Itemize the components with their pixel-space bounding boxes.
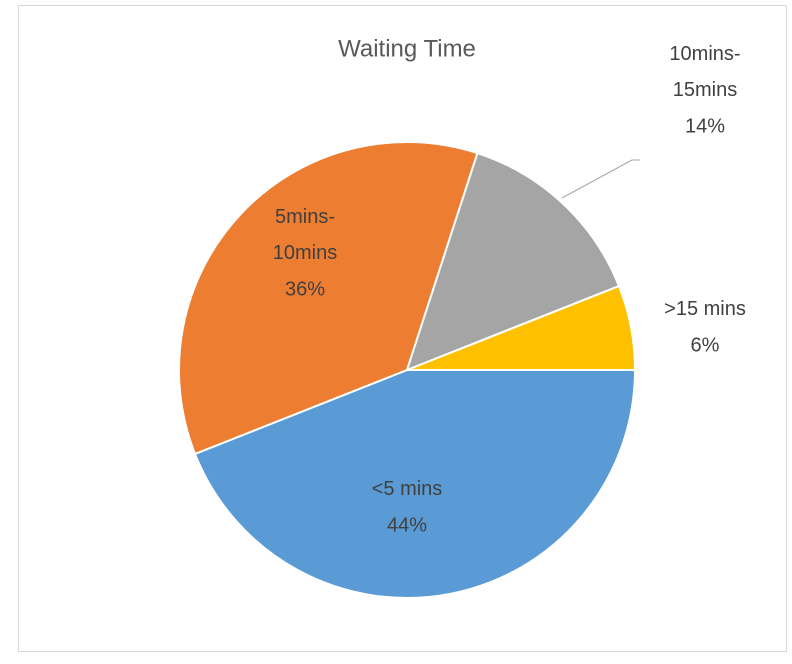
value-label: 36% bbox=[285, 278, 325, 300]
pie-slice bbox=[406, 284, 637, 371]
value-label: 44% bbox=[387, 514, 427, 536]
chart-title: Waiting Time bbox=[338, 35, 476, 62]
value-label: 14% bbox=[685, 115, 725, 137]
pie-slice bbox=[178, 141, 479, 456]
leader-line bbox=[561, 159, 640, 199]
category-label: >15 mins bbox=[664, 298, 746, 320]
category-label: 10mins-15mins bbox=[669, 43, 740, 101]
category-label: 5mins-10mins bbox=[273, 206, 337, 264]
category-label: <5 mins bbox=[372, 478, 443, 500]
value-label: 6% bbox=[691, 334, 720, 356]
pie-slice bbox=[405, 151, 621, 372]
pie-slice bbox=[193, 369, 637, 599]
